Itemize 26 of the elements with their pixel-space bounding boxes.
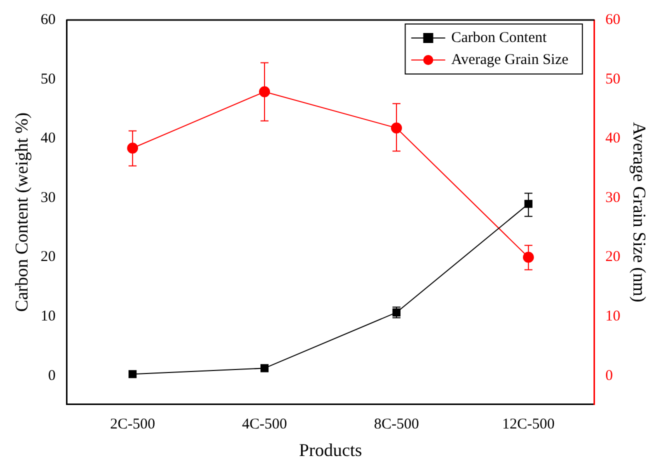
y2-tick-label: 60 (605, 12, 620, 28)
y2-tick-label: 50 (605, 71, 620, 88)
y2-tick-label: 10 (605, 308, 620, 325)
y-tick-label: 10 (40, 308, 56, 325)
y-tick-label: 50 (40, 71, 56, 88)
y2-tick-label: 0 (605, 368, 613, 384)
y-tick-label: 0 (48, 368, 56, 384)
y2-tick-label: 20 (605, 249, 620, 266)
x-tick-label: 2C-500 (110, 416, 156, 432)
x-axis-title: Products (299, 440, 362, 460)
y2-axis-title: Average Grain Size (nm) (629, 122, 650, 302)
point (390, 122, 402, 134)
point (128, 370, 137, 378)
y-axis-title: Carbon Content (weight %) (12, 112, 32, 312)
x-tick-label: 8C-500 (374, 416, 419, 432)
y-tick-label: 60 (40, 12, 56, 28)
x-tick-label: 4C-500 (242, 416, 288, 432)
point (260, 364, 269, 372)
legend-label: Average Grain Size (451, 52, 569, 68)
y-tick-label: 20 (40, 249, 56, 266)
y-tick-label: 30 (40, 190, 56, 206)
legend-label: Carbon Content (451, 30, 548, 46)
y-tick-label: 40 (40, 130, 56, 147)
x-tick-label: 12C-500 (502, 416, 555, 432)
y2-tick-label: 30 (605, 190, 620, 206)
y2-tick-label: 40 (605, 130, 620, 147)
